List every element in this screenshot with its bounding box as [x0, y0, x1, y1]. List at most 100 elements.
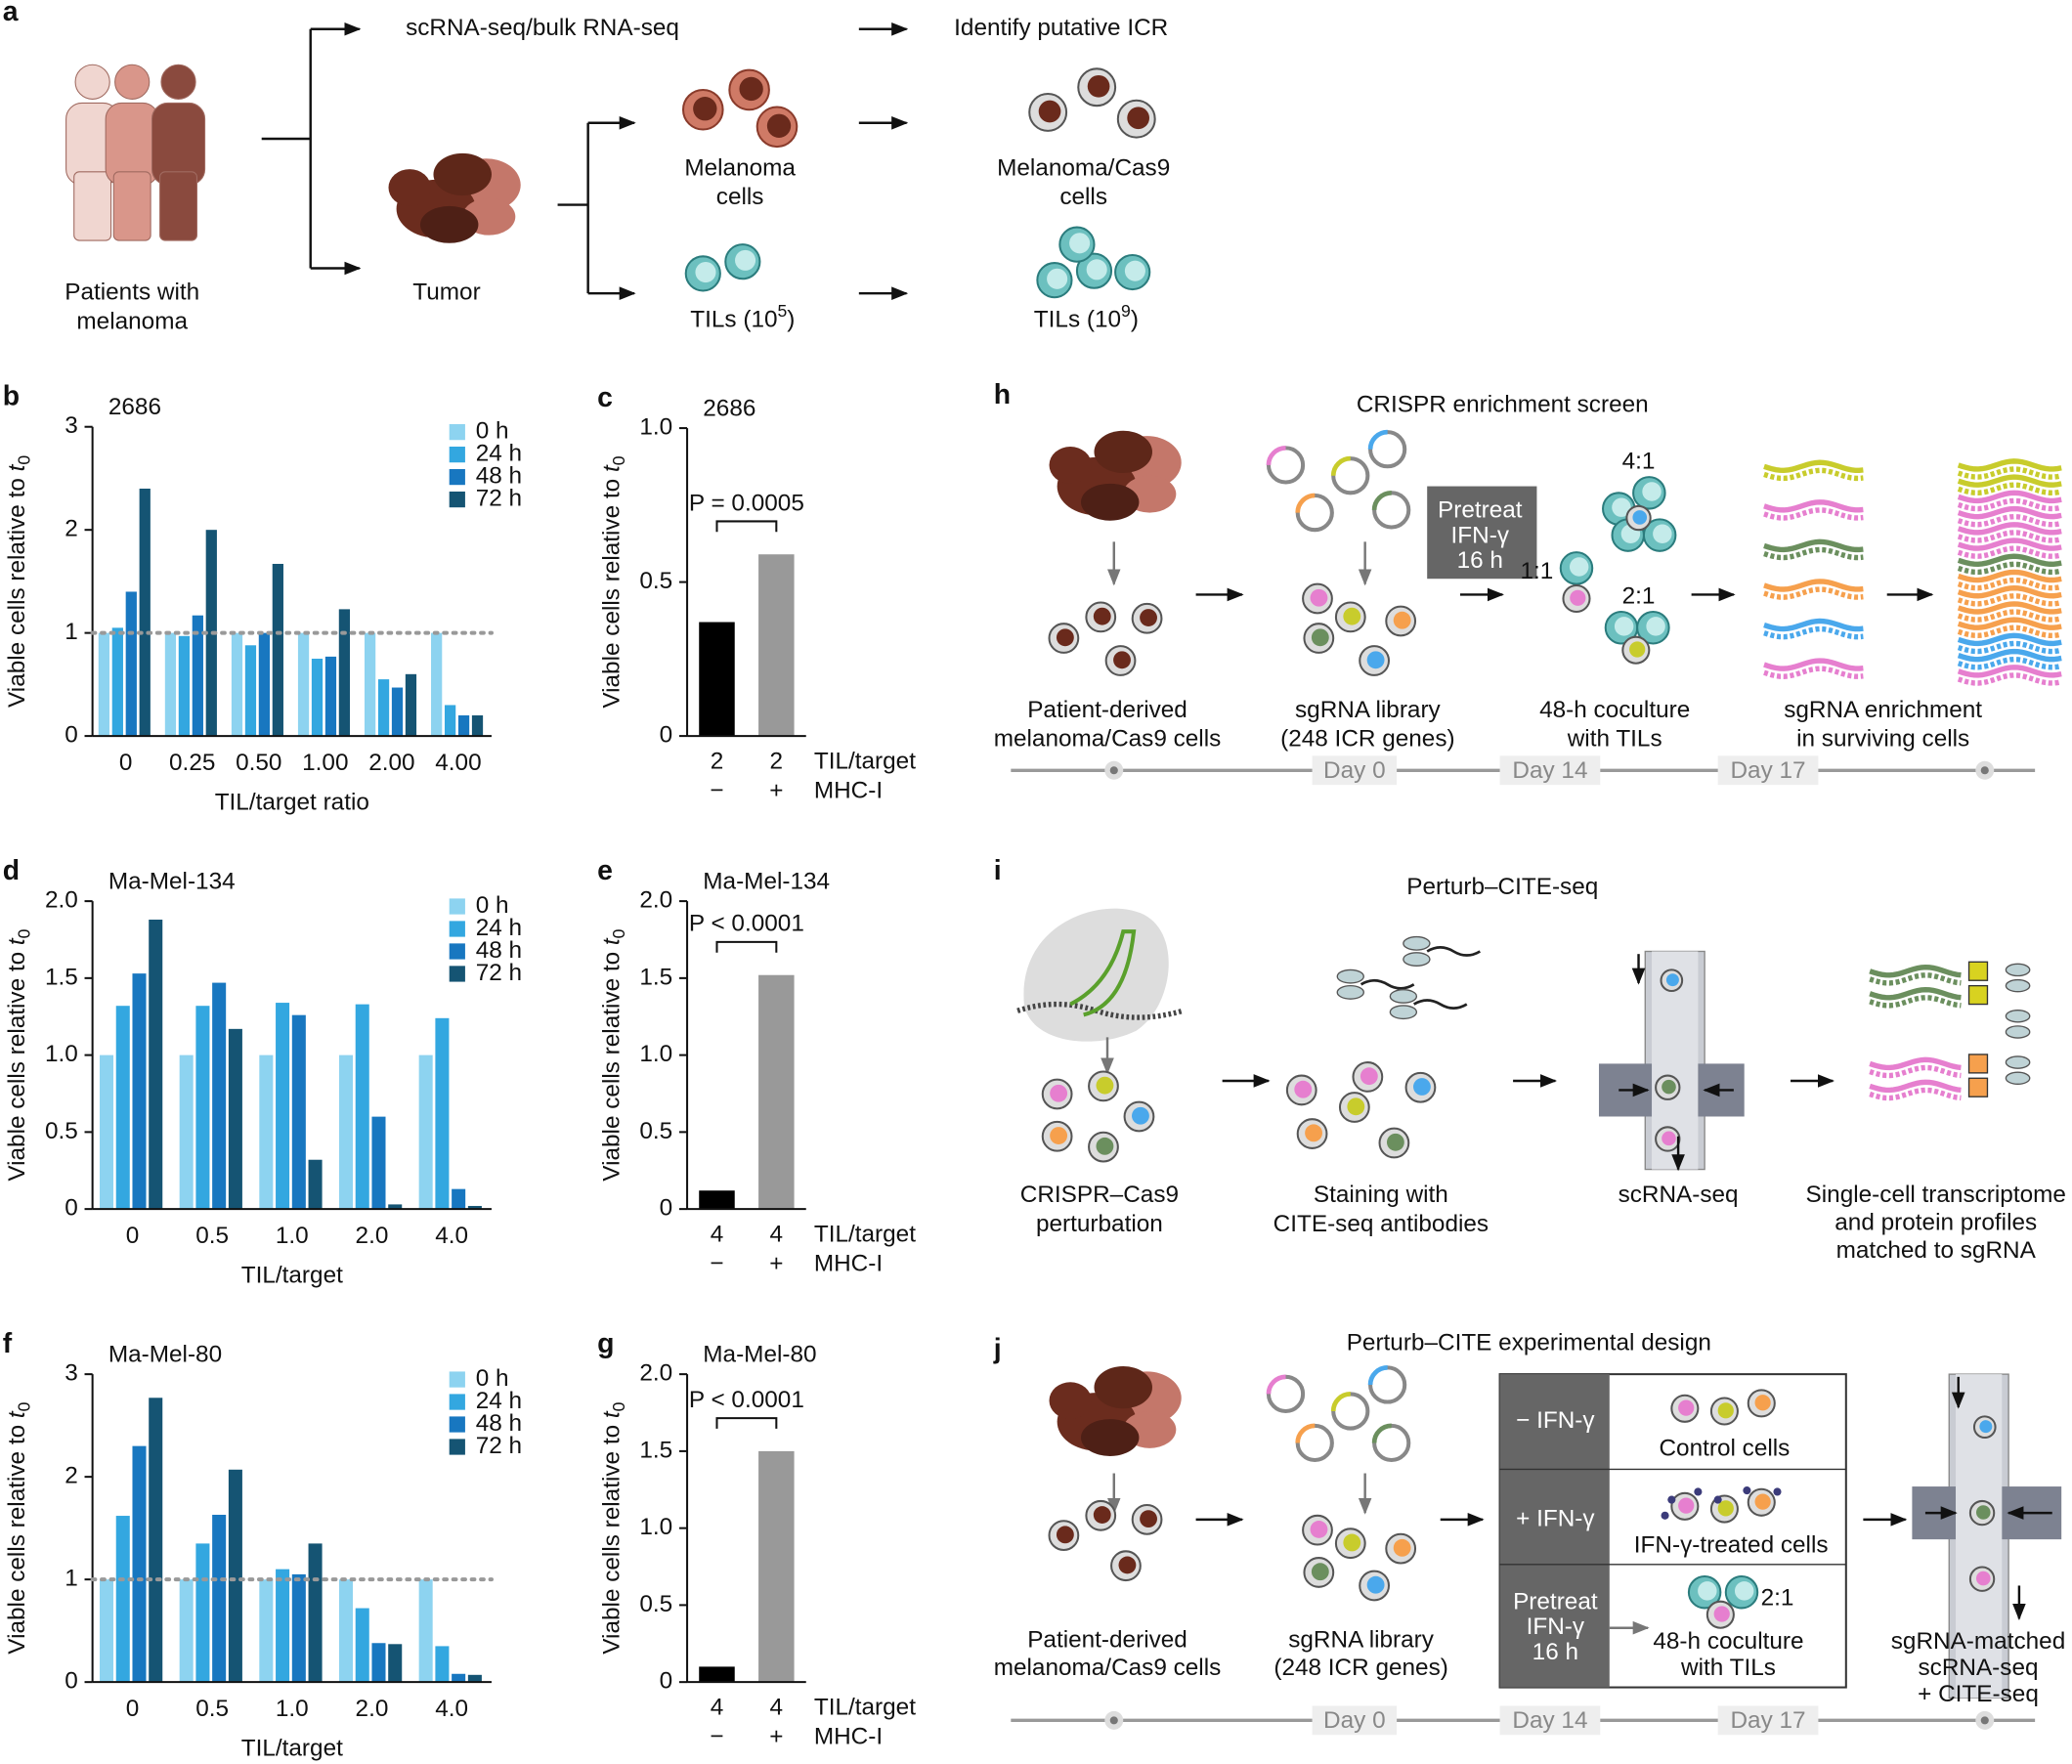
nucleus [1366, 651, 1385, 669]
nucleus [1629, 641, 1646, 658]
ifn [1713, 1495, 1722, 1504]
day-label: Day 14 [1512, 757, 1587, 784]
label: melanoma [76, 308, 188, 334]
nucleus [1038, 100, 1061, 123]
y-axis-label-part: Viable cells relative to [4, 471, 30, 708]
bar [164, 632, 177, 737]
til-core [1653, 524, 1672, 543]
bar [324, 656, 337, 737]
bar [111, 627, 123, 737]
sgrna [1763, 507, 1864, 521]
y-axis-label-sub: 0 [14, 928, 33, 938]
bar [452, 1188, 466, 1210]
day-label: Day 17 [1730, 1707, 1805, 1734]
bar [115, 1516, 130, 1683]
nucleus [1662, 1079, 1676, 1095]
x-tick-label: 1.0 [276, 1223, 309, 1249]
x-tick-label: − [710, 1723, 723, 1749]
nucleus [1087, 74, 1110, 98]
x-tick-label: 2.0 [356, 1696, 389, 1722]
panel-label: d [3, 855, 20, 886]
bar [98, 632, 110, 737]
legend-swatch [449, 468, 465, 486]
y-axis-label-sub: 0 [14, 455, 33, 465]
x-axis-label: TIL/target ratio [215, 789, 369, 815]
sgrna [1869, 1056, 1962, 1071]
condition: IFN-γ [1527, 1613, 1585, 1640]
condition-column [1499, 1374, 1610, 1688]
y-tick-label: 3 [65, 412, 78, 439]
til-core [1124, 260, 1145, 281]
nucleus [1096, 1137, 1114, 1155]
label: + CITE-seq [1918, 1681, 2039, 1707]
bar [272, 563, 283, 737]
label: sgRNA library [1295, 697, 1442, 723]
ratio: 2:1 [1622, 583, 1656, 610]
nucleus [1360, 1067, 1378, 1086]
sgrna [1957, 466, 2062, 480]
antibody [1389, 1005, 1418, 1020]
chart-title: 2686 [108, 394, 161, 420]
p-value: P < 0.0001 [689, 1387, 804, 1413]
nucleus [1975, 1505, 1991, 1520]
y-tick-label: 1 [65, 619, 78, 645]
chart-title: 2686 [703, 396, 755, 422]
y-axis-label: Viable cells relative to t0 [599, 1401, 628, 1654]
plasmid-insert [1330, 1392, 1351, 1412]
x-tick-label: 0.25 [169, 750, 215, 776]
y-tick-label: 2 [65, 516, 78, 542]
bar [758, 1450, 795, 1683]
sgrna [1957, 624, 2062, 639]
label: 48-h coculture [1539, 697, 1690, 723]
nucleus [1343, 607, 1361, 625]
label: Melanoma [684, 154, 796, 181]
y-tick-label: 0.5 [639, 568, 672, 594]
label: CITE-seq antibodies [1273, 1211, 1489, 1237]
y-tick-label: 2 [65, 1463, 78, 1489]
person [112, 171, 151, 241]
y-tick-label: 0 [65, 1668, 78, 1695]
person [73, 171, 112, 241]
nucleus [1310, 588, 1328, 607]
sgrna [1763, 618, 1864, 632]
label: CRISPR–Cas9 [1020, 1182, 1179, 1208]
y-axis-label: Viable cells relative to t0 [4, 455, 33, 708]
y-tick-label: 1.5 [639, 1437, 672, 1463]
bar [178, 635, 191, 737]
nucleus [1678, 1497, 1695, 1514]
x-tick-label: + [769, 777, 783, 803]
panel-label: j [993, 1333, 1002, 1364]
day-label: Day 17 [1730, 757, 1805, 784]
nucleus [1393, 1538, 1411, 1557]
panel-title: Perturb–CITE experimental design [1347, 1329, 1711, 1355]
result: with TILs [1680, 1655, 1776, 1681]
sgrna [1763, 538, 1864, 553]
timeline-dot [1109, 766, 1118, 775]
label: with TILs [1567, 726, 1662, 753]
sgrna [1957, 640, 2062, 655]
barcode [1360, 978, 1415, 990]
superscript: 5 [778, 301, 788, 321]
ratio: 2:1 [1761, 1584, 1794, 1611]
nucleus [1975, 1570, 1991, 1586]
sgrna [1957, 561, 2062, 576]
x-tick-label: 2 [711, 749, 724, 775]
antibody [2005, 978, 2031, 993]
bar [435, 1646, 450, 1683]
y-tick-label: 0 [660, 722, 673, 749]
result: 48-h coculture [1653, 1628, 1803, 1655]
legend-label: 0 h [476, 418, 509, 445]
bar [467, 1674, 482, 1683]
sgrna [1957, 538, 2062, 551]
result: IFN-γ-treated cells [1634, 1531, 1829, 1558]
label: (248 ICR genes) [1280, 726, 1455, 753]
sgrna [1957, 593, 2062, 607]
x-tick-label: 4 [711, 1695, 724, 1721]
x-axis-label: TIL/target [241, 1263, 343, 1289]
label: and protein profiles [1835, 1209, 2037, 1235]
sgrna [1957, 513, 2062, 528]
sgrna [1957, 458, 2062, 472]
barcode [1426, 946, 1481, 957]
label: Patient-derived [1027, 697, 1187, 723]
sgrna [1957, 665, 2062, 678]
